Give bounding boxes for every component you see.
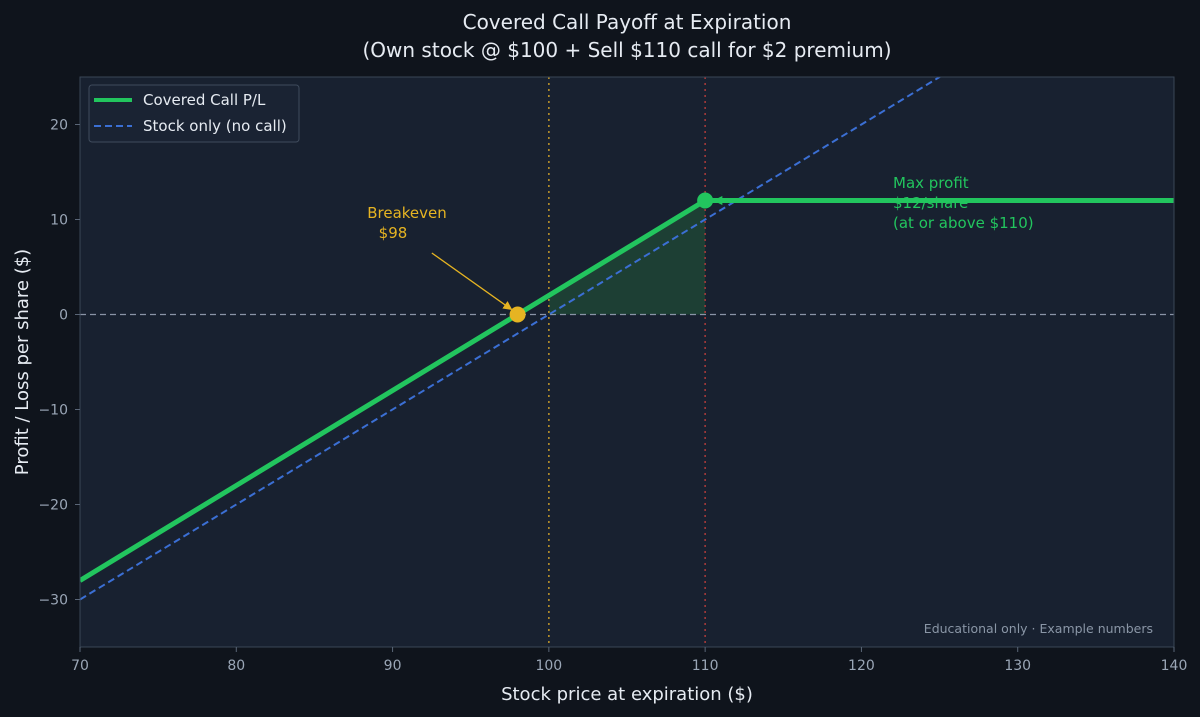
max-profit-label: Max profit — [893, 174, 969, 192]
legend: Covered Call P/L Stock only (no call) — [88, 84, 300, 143]
legend-label-covered-call: Covered Call P/L — [143, 91, 266, 109]
max-profit-marker — [697, 192, 714, 209]
chart-subtitle: (Own stock @ $100 + Sell $110 call for $… — [363, 38, 892, 62]
x-tick-label: 130 — [1004, 658, 1031, 674]
plot-frame — [79, 76, 1175, 648]
max-profit-condition: (at or above $110) — [893, 214, 1034, 232]
x-tick-label: 110 — [692, 658, 719, 674]
max-profit-value: $12/share — [893, 194, 968, 212]
legend-label-stock-only: Stock only (no call) — [143, 117, 287, 135]
legend-box — [88, 84, 300, 143]
x-tick-label: 100 — [535, 658, 562, 674]
breakeven-marker — [509, 306, 526, 323]
y-axis-label: Profit / Loss per share ($) — [12, 249, 33, 475]
y-tick-label: −30 — [38, 593, 68, 609]
footnote: Educational only · Example numbers — [924, 621, 1153, 636]
y-tick-label: −20 — [38, 498, 68, 514]
y-tick-label: 20 — [50, 118, 68, 134]
x-tick-label: 140 — [1161, 658, 1188, 674]
x-tick-label: 70 — [71, 658, 89, 674]
breakeven-label: Breakeven — [367, 204, 447, 222]
series-line-stock-only — [80, 77, 942, 601]
x-axis-label: Stock price at expiration ($) — [501, 684, 753, 705]
y-tick-label: 0 — [59, 308, 68, 324]
breakeven-arrow — [431, 252, 513, 311]
x-tick-label: 120 — [848, 658, 875, 674]
y-tick-label: 10 — [50, 213, 68, 229]
chart-title: Covered Call Payoff at Expiration — [463, 10, 792, 34]
annotations: Breakeven $98 Max profit $12/share (at o… — [367, 174, 1034, 323]
breakeven-value: $98 — [379, 224, 408, 242]
x-tick-label: 90 — [384, 658, 402, 674]
shaded-profit-region — [548, 200, 706, 315]
tick-labels: 70 80 90 100 110 120 130 140 −30 −20 −10 0 10 20 — [38, 118, 1187, 675]
y-tick-label: −10 — [38, 403, 68, 419]
x-tick-label: 80 — [227, 658, 245, 674]
plot-area — [80, 77, 1174, 647]
